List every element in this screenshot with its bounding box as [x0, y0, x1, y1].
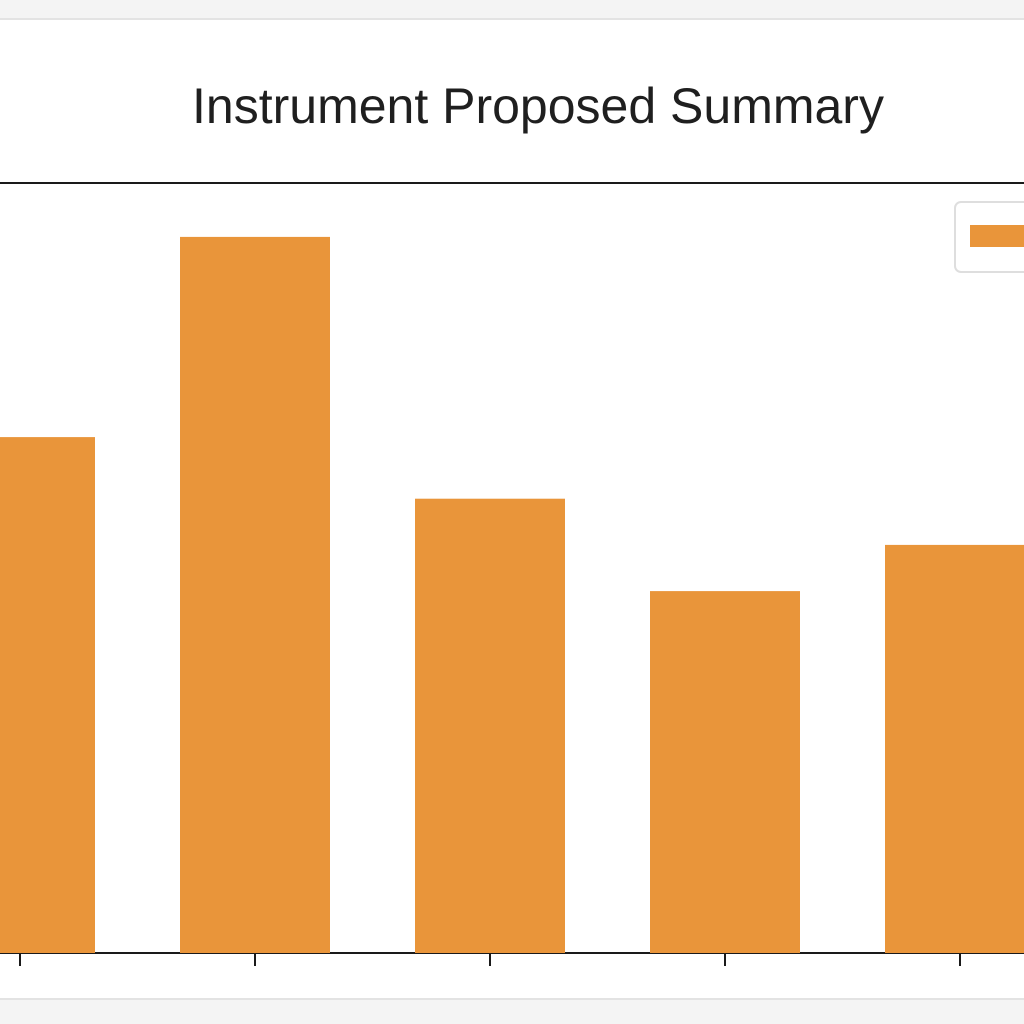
- legend-swatch: [970, 225, 1024, 247]
- bar-2: [180, 236, 330, 953]
- bar-3: [415, 498, 565, 953]
- chart-title: Instrument Proposed Summary: [192, 78, 884, 134]
- bar-4: [650, 591, 800, 953]
- bars-group: [0, 236, 1024, 954]
- x-ticks-group: [19, 953, 961, 966]
- bar-5: [885, 544, 1024, 953]
- legend: [954, 201, 1024, 273]
- bar-1: [0, 437, 95, 954]
